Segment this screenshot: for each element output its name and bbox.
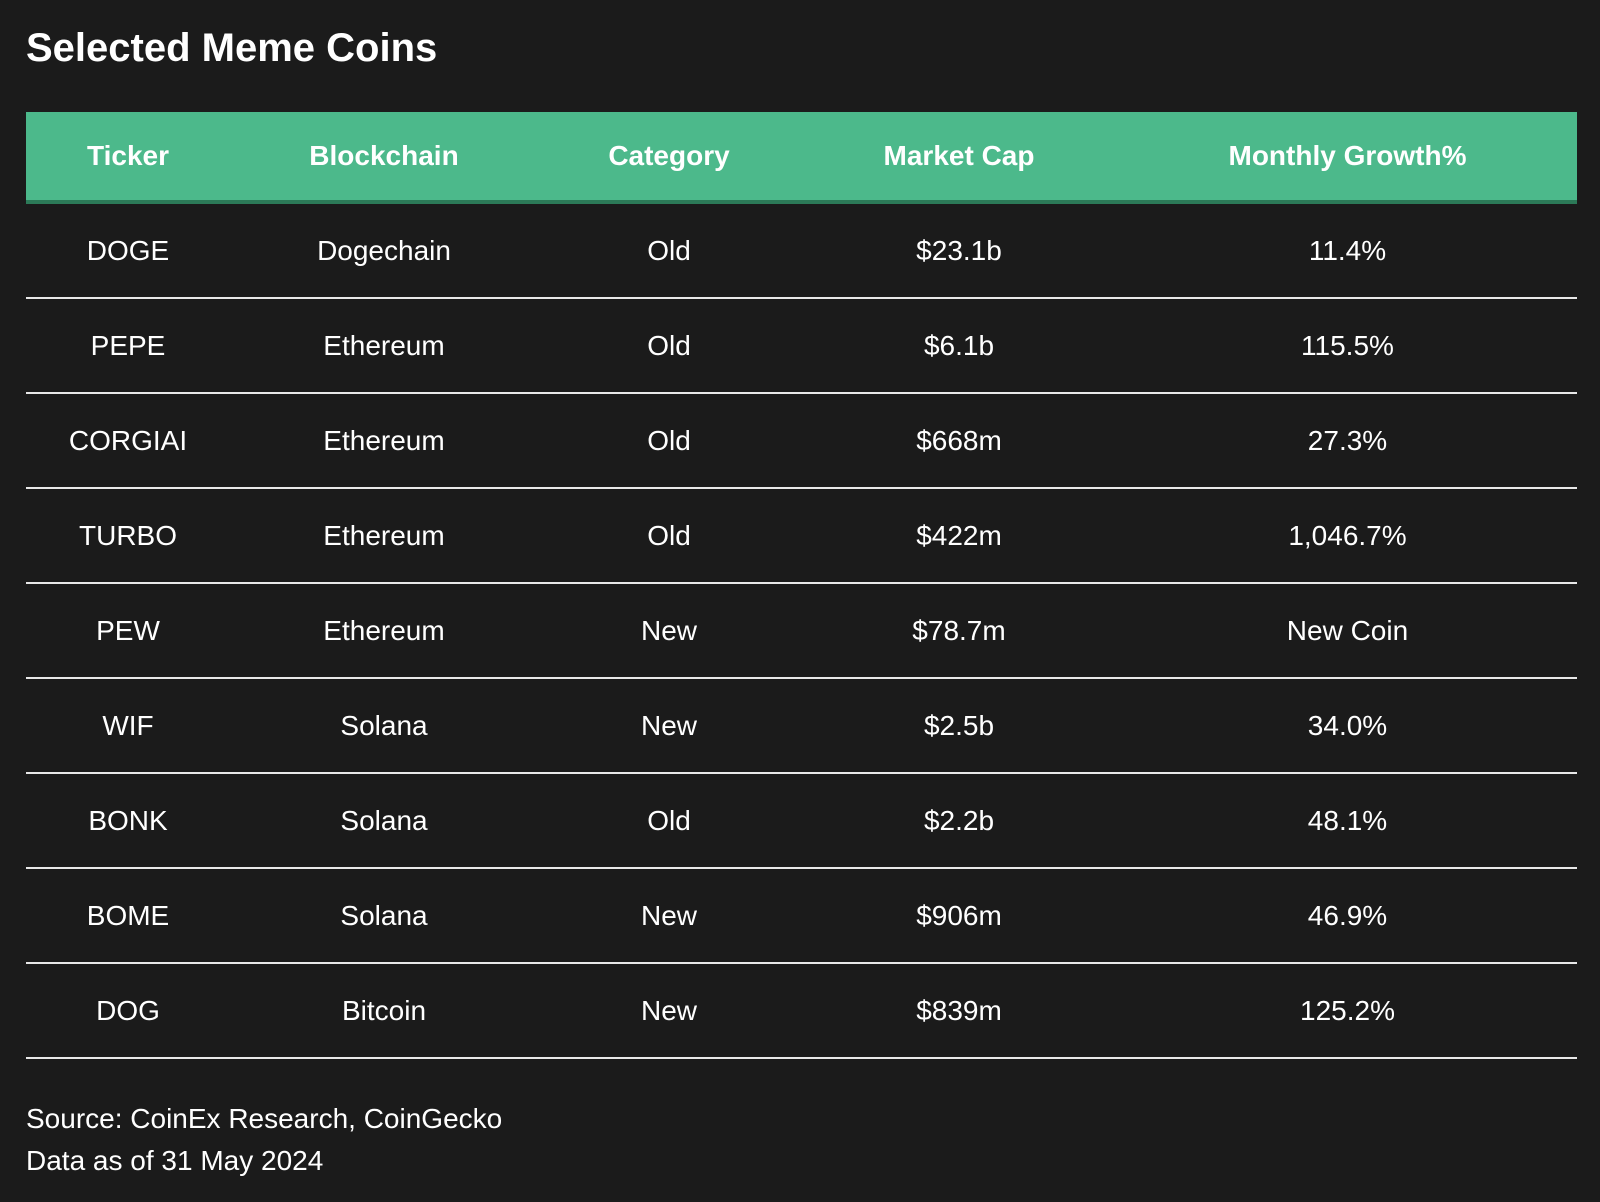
table-row: WIF Solana New $2.5b 34.0% [26,678,1577,774]
column-header: Monthly Growth% [1118,112,1577,204]
table-cell: $2.2b [800,773,1118,869]
table-cell: TURBO [26,488,230,584]
title: Selected Meme Coins [26,26,438,70]
table-row: DOG Bitcoin New $839m 125.2% [26,963,1577,1059]
table-cell: DOG [26,963,230,1059]
table-cell: Old [538,393,800,489]
table-cell: 1,046.7% [1118,488,1577,584]
table-cell: BOME [26,868,230,964]
table-cell: Old [538,773,800,869]
table-cell: Solana [230,773,538,869]
table-cell: 27.3% [1118,393,1577,489]
table-cell: 115.5% [1118,298,1577,394]
table-cell: 125.2% [1118,963,1577,1059]
table-cell: Ethereum [230,583,538,679]
table-row: DOGE Dogechain Old $23.1b 11.4% [26,202,1577,299]
table-cell: $422m [800,488,1118,584]
footer-line: Data as of 31 May 2024 [26,1145,324,1176]
column-header: Category [538,112,800,204]
table-cell: 48.1% [1118,773,1577,869]
table-cell: Bitcoin [230,963,538,1059]
table-cell: $906m [800,868,1118,964]
table-cell: 46.9% [1118,868,1577,964]
table-row: CORGIAI Ethereum Old $668m 27.3% [26,393,1577,489]
column-header: Ticker [26,112,230,204]
table-row: PEPE Ethereum Old $6.1b 115.5% [26,298,1577,394]
table-cell: PEPE [26,298,230,394]
table-body: DOGE Dogechain Old $23.1b 11.4% PEPE Ethereum O… [26,202,1577,1059]
header-row: Ticker Blockchain Category Market Cap Monthl… [26,112,1577,204]
footer-line: Source: CoinEx Research, CoinGecko [26,1103,503,1134]
table-cell: Dogechain [230,202,538,299]
coins-table: Ticker Blockchain Category Market Cap Monthl… [26,112,1577,1059]
table-row: BONK Solana Old $2.2b 48.1% [26,773,1577,869]
table-cell: New [538,583,800,679]
table-cell: $839m [800,963,1118,1059]
table-row: BOME Solana New $906m 46.9% [26,868,1577,964]
table-cell: WIF [26,678,230,774]
table-cell: $2.5b [800,678,1118,774]
table-cell: $78.7m [800,583,1118,679]
table-cell: Solana [230,868,538,964]
table-cell: $668m [800,393,1118,489]
column-header: Blockchain [230,112,538,204]
table-cell: DOGE [26,202,230,299]
table-cell: CORGIAI [26,393,230,489]
table-cell: $6.1b [800,298,1118,394]
table-cell: Old [538,202,800,299]
table-cell: New Coin [1118,583,1577,679]
table-cell: 34.0% [1118,678,1577,774]
table-cell: New [538,963,800,1059]
table-cell: Ethereum [230,393,538,489]
table-row: TURBO Ethereum Old $422m 1,046.7% [26,488,1577,584]
table-cell: Old [538,298,800,394]
table-cell: New [538,678,800,774]
table-cell: BONK [26,773,230,869]
table-cell: $23.1b [800,202,1118,299]
table-cell: New [538,868,800,964]
table-row: PEW Ethereum New $78.7m New Coin [26,583,1577,679]
table-cell: Old [538,488,800,584]
table-cell: Solana [230,678,538,774]
table-cell: 11.4% [1118,202,1577,299]
table-cell: Ethereum [230,488,538,584]
column-header: Market Cap [800,112,1118,204]
table-cell: PEW [26,583,230,679]
footer: Source: CoinEx Research, CoinGecko Data a… [26,1098,502,1182]
table-cell: Ethereum [230,298,538,394]
